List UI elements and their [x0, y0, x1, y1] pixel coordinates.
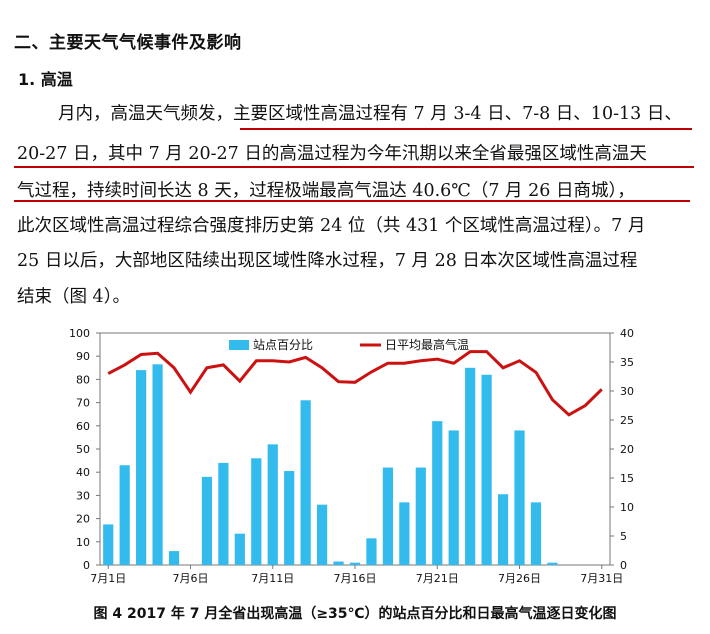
bar-day-23: [465, 367, 476, 565]
bar-day-10: [251, 458, 262, 565]
bar-day-16: [349, 562, 361, 565]
section-title: 二、主要天气气候事件及影响: [14, 33, 242, 53]
bar-day-15: [333, 561, 344, 565]
bar-day-4: [152, 364, 163, 565]
bar-day-21: [432, 421, 443, 565]
left-tick-label: 30: [76, 489, 90, 502]
bar-day-17: [366, 538, 377, 565]
legend-bar-label: 站点百分比: [253, 338, 313, 352]
left-tick-label: 0: [83, 559, 90, 572]
bar-day-3: [136, 370, 147, 565]
left-tick-label: 60: [76, 420, 90, 433]
right-tick-label: 25: [620, 414, 634, 427]
left-tick-label: 50: [76, 443, 90, 456]
x-tick-label: 7月6日: [172, 572, 208, 585]
bar-day-13: [300, 400, 311, 565]
x-tick-label: 7月21日: [416, 572, 459, 585]
left-tick-label: 70: [76, 397, 90, 410]
left-tick-label: 90: [76, 350, 90, 363]
temperature-line: [107, 350, 603, 417]
x-tick-label: 7月11日: [251, 572, 294, 585]
bar-day-1: [103, 524, 114, 565]
x-tick-label: 7月16日: [334, 572, 377, 585]
bar-day-2: [119, 465, 130, 565]
left-tick-label: 10: [76, 536, 90, 549]
right-tick-label: 0: [620, 559, 627, 572]
legend-line-label: 日平均最高气温: [385, 337, 469, 352]
red-underline-1: [240, 128, 692, 130]
figure-caption: 图 4 2017 年 7 月全省出现高温（≥35℃）的站点百分比和日最高气温逐日…: [93, 606, 617, 622]
subsection-title: 1. 高温: [18, 70, 73, 89]
x-tick-label: 7月26日: [498, 572, 541, 585]
paragraph-line-6: 结束（图 4）。: [17, 287, 130, 307]
paragraph-line-3: 气过程，持续时间长达 8 天，过程极端最高气温达 40.6℃（7 月 26 日商…: [17, 181, 635, 201]
bar-day-11: [267, 444, 278, 565]
bar-day-22: [448, 430, 459, 565]
left-tick-label: 100: [69, 327, 90, 340]
left-axis: 0 10 20 30 40 50 60 70 80 90 100: [69, 327, 100, 572]
bar-day-27: [530, 502, 542, 565]
paragraph-line-1: 月内，高温天气频发，主要区域性高温过程有 7 月 3-4 日、7-8 日、10-…: [58, 104, 682, 124]
left-tick-label: 40: [76, 466, 90, 479]
legend-bar-swatch: [229, 340, 249, 350]
paragraph-line-4: 此次区域性高温过程综合强度排历史第 24 位（共 431 个区域性高温过程）。7…: [17, 216, 646, 236]
right-tick-label: 5: [620, 530, 627, 543]
bar-day-19: [399, 502, 410, 565]
bar-day-7: [201, 476, 213, 565]
right-tick-label: 20: [620, 443, 634, 456]
right-axis: 0 5 10 15 20 25 30 35 40: [610, 327, 634, 572]
x-tick-label: 7月31日: [580, 572, 623, 585]
paragraph-line-5: 25 日以后，大部地区陆续出现区域性降水过程，7 月 28 日本次区域性高温过程: [17, 251, 638, 271]
right-tick-label: 35: [620, 356, 634, 369]
right-tick-label: 15: [620, 472, 634, 485]
bar-day-24: [481, 374, 492, 565]
bar-day-5: [168, 551, 180, 565]
bar-day-12: [284, 471, 295, 565]
right-tick-label: 10: [620, 501, 634, 514]
right-tick-label: 30: [620, 385, 634, 398]
left-tick-label: 80: [76, 373, 90, 386]
bar-day-18: [382, 467, 394, 565]
bar-day-14: [316, 504, 328, 565]
bar-series: [103, 364, 558, 565]
bar-day-8: [218, 462, 229, 565]
bar-day-26: [514, 430, 525, 565]
left-tick-label: 20: [76, 513, 90, 526]
bar-day-9: [234, 533, 245, 565]
bar-day-28: [547, 562, 558, 565]
red-underline-2: [14, 166, 694, 168]
x-tick-label: 7月1日: [90, 572, 126, 585]
x-axis: 7月1日 7月6日 7月11日 7月16日 7月21日 7月26日 7月31日: [90, 565, 623, 585]
red-underline-3: [14, 200, 690, 202]
paragraph-line-2: 20-27 日，其中 7 月 20-27 日的高温过程为今年汛期以来全省最强区域…: [17, 144, 647, 164]
right-tick-label: 40: [620, 327, 634, 340]
bar-day-20: [415, 467, 426, 565]
bar-day-25: [497, 494, 509, 565]
